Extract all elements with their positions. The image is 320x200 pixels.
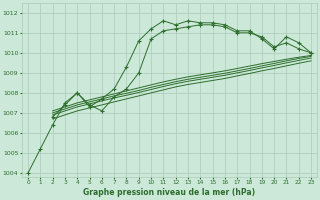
X-axis label: Graphe pression niveau de la mer (hPa): Graphe pression niveau de la mer (hPa) xyxy=(84,188,256,197)
